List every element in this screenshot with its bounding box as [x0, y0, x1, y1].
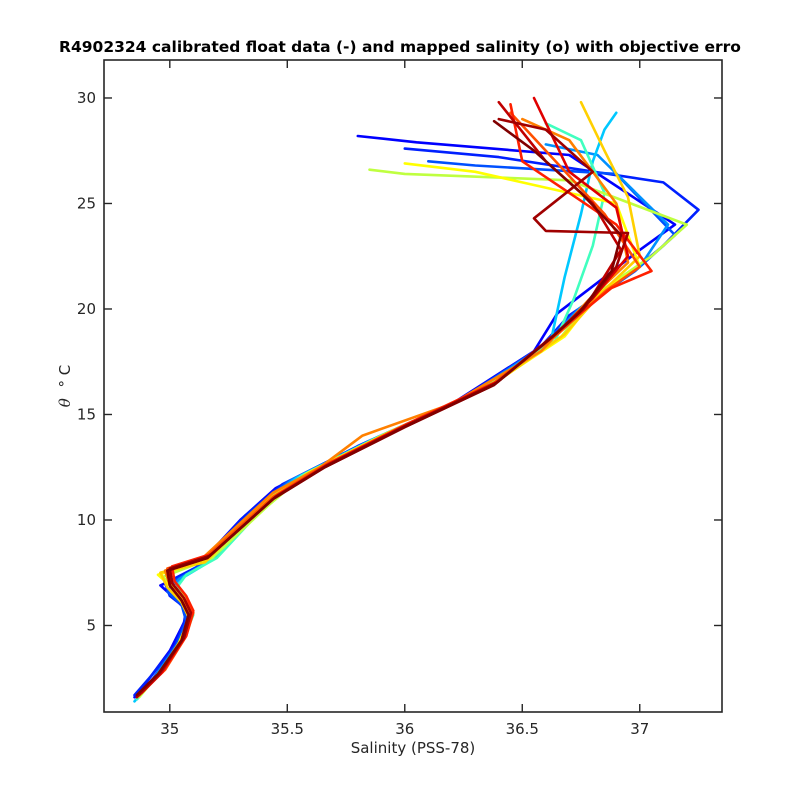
x-tick-label: 36.5: [506, 720, 539, 738]
svg-text:θ ° C: θ ° C: [56, 365, 74, 408]
plot-frame: [103, 59, 723, 713]
x-tick-label: 35: [160, 720, 179, 738]
x-tick-label: 35.5: [271, 720, 304, 738]
x-tick-label: 37: [630, 720, 649, 738]
y-tick-label: 15: [77, 405, 96, 423]
y-axis-label-unit: ° C: [56, 365, 74, 388]
y-tick-label: 20: [77, 300, 96, 318]
y-tick-label: 30: [77, 89, 96, 107]
profile-line-16: [135, 119, 623, 697]
x-axis: 35 35.5 36 36.5 37: [160, 60, 649, 738]
x-tick-label: 36: [395, 720, 414, 738]
chart-title: R4902324 calibrated float data (-) and m…: [59, 38, 741, 56]
y-tick-label: 25: [77, 194, 96, 212]
y-tick-label: 10: [77, 511, 96, 529]
series-layer: [133, 96, 700, 703]
y-axis-label: θ ° C: [56, 365, 74, 408]
y-axis: 5 10 15 20 25 30: [77, 89, 722, 634]
y-axis-label-symbol: θ: [56, 398, 74, 407]
x-axis-label: Salinity (PSS-78): [351, 739, 476, 757]
y-tick-label: 5: [86, 616, 96, 634]
